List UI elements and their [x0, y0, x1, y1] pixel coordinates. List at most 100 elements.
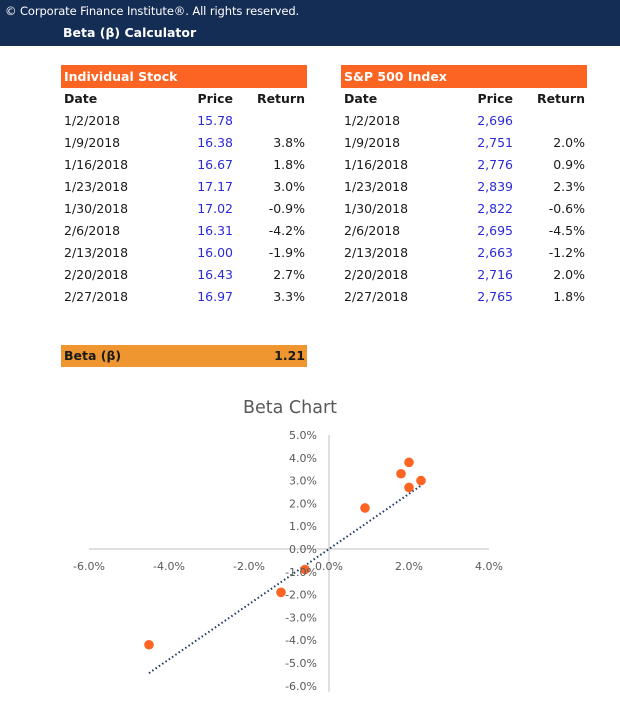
cell-price[interactable]: 2,765	[477, 289, 513, 304]
table-row: 2/6/2018 16.31 -4.2%	[61, 220, 307, 242]
cell-price[interactable]: 2,695	[477, 223, 513, 238]
cell-return[interactable]: 2.7%	[273, 267, 305, 282]
data-point[interactable]	[404, 482, 414, 493]
cell-date[interactable]: 1/2/2018	[64, 113, 121, 128]
cell-return[interactable]: -1.2%	[548, 245, 585, 260]
table-row: 1/30/2018 17.02 -0.9%	[61, 198, 307, 220]
data-point[interactable]	[416, 475, 426, 486]
cell-price[interactable]: 2,716	[477, 267, 513, 282]
cell-date[interactable]: 1/30/2018	[344, 201, 409, 216]
cell-return[interactable]: 0.9%	[553, 157, 585, 172]
cell-return[interactable]: -0.9%	[268, 201, 305, 216]
cell-price[interactable]: 16.43	[197, 267, 233, 282]
svg-text:3.0%: 3.0%	[289, 475, 317, 488]
cell-return[interactable]: 2.3%	[553, 179, 585, 194]
data-point[interactable]	[360, 503, 370, 513]
beta-label: Beta (β)	[64, 348, 122, 363]
column-header-date: Date	[64, 91, 98, 106]
table-row: 2/6/2018 2,695 -4.5%	[341, 220, 587, 242]
cell-return[interactable]: 3.0%	[273, 179, 305, 194]
cell-price[interactable]: 16.31	[197, 223, 233, 238]
cell-date[interactable]: 2/20/2018	[344, 267, 409, 282]
column-header-price: Price	[197, 91, 234, 106]
cell-price[interactable]: 16.67	[197, 157, 233, 172]
cell-date[interactable]: 1/30/2018	[64, 201, 129, 216]
svg-text:-2.0%: -2.0%	[233, 560, 265, 573]
svg-text:4.0%: 4.0%	[289, 452, 317, 465]
cell-price[interactable]: 2,751	[477, 135, 513, 150]
data-points	[144, 457, 426, 650]
cell-price[interactable]: 16.97	[197, 289, 233, 304]
data-point[interactable]	[300, 564, 310, 575]
table-row: 1/23/2018 2,839 2.3%	[341, 176, 587, 198]
beta-value[interactable]: 1.21	[274, 348, 305, 363]
cell-return[interactable]: -4.5%	[548, 223, 585, 238]
cell-return[interactable]: 3.3%	[273, 289, 305, 304]
cell-date[interactable]: 1/16/2018	[344, 157, 409, 172]
cell-date[interactable]: 2/27/2018	[344, 289, 409, 304]
cell-return[interactable]: 2.0%	[553, 267, 585, 282]
svg-text:2.0%: 2.0%	[289, 497, 317, 510]
svg-text:-5.0%: -5.0%	[285, 657, 317, 670]
cell-price[interactable]: 17.02	[197, 201, 233, 216]
cell-price[interactable]: 2,696	[477, 113, 513, 128]
cell-return[interactable]: -0.6%	[548, 201, 585, 216]
cell-date[interactable]: 1/16/2018	[64, 157, 129, 172]
copyright-text: © Corporate Finance Institute®. All righ…	[5, 4, 300, 18]
data-point[interactable]	[144, 639, 154, 650]
column-header-price: Price	[477, 91, 514, 106]
stock-table: Individual Stock Date Price Return 1/2/2…	[61, 65, 307, 308]
stock-table-title: Individual Stock	[61, 65, 307, 88]
cell-date[interactable]: 2/6/2018	[64, 223, 121, 238]
cell-date[interactable]: 2/20/2018	[64, 267, 129, 282]
svg-text:-4.0%: -4.0%	[153, 560, 185, 573]
cell-price[interactable]: 16.38	[197, 135, 233, 150]
table-row: 1/9/2018 16.38 3.8%	[61, 132, 307, 154]
table-row: 1/30/2018 2,822 -0.6%	[341, 198, 587, 220]
cell-price[interactable]: 2,776	[477, 157, 513, 172]
cell-price[interactable]: 17.17	[197, 179, 233, 194]
cell-return[interactable]: -1.9%	[268, 245, 305, 260]
column-header-return: Return	[256, 91, 305, 106]
svg-text:-6.0%: -6.0%	[285, 680, 317, 693]
cell-date[interactable]: 1/23/2018	[344, 179, 409, 194]
table-row: 1/23/2018 17.17 3.0%	[61, 176, 307, 198]
cell-date[interactable]: 1/23/2018	[64, 179, 129, 194]
table-row: 2/20/2018 16.43 2.7%	[61, 264, 307, 286]
cell-price[interactable]: 2,839	[477, 179, 513, 194]
table-row: 2/13/2018 16.00 -1.9%	[61, 242, 307, 264]
svg-text:1.0%: 1.0%	[289, 520, 317, 533]
cell-price[interactable]: 2,822	[477, 201, 513, 216]
chart-axes	[89, 435, 489, 692]
svg-text:4.0%: 4.0%	[475, 560, 503, 573]
table-row: 2/27/2018 2,765 1.8%	[341, 286, 587, 308]
y-axis-tick-labels: 5.0% 4.0% 3.0% 2.0% 1.0% 0.0% -1.0% -2.0% -3.0% -…	[285, 429, 317, 693]
table-row: 1/16/2018 2,776 0.9%	[341, 154, 587, 176]
cell-date[interactable]: 2/13/2018	[64, 245, 129, 260]
svg-text:0.0%: 0.0%	[315, 560, 343, 573]
table-row: 2/20/2018 2,716 2.0%	[341, 264, 587, 286]
cell-return[interactable]: -4.2%	[268, 223, 305, 238]
cell-date[interactable]: 2/6/2018	[344, 223, 401, 238]
cell-date[interactable]: 1/9/2018	[64, 135, 121, 150]
svg-text:-2.0%: -2.0%	[285, 589, 317, 602]
cell-price[interactable]: 15.78	[197, 113, 233, 128]
trendline	[148, 484, 422, 674]
svg-text:0.0%: 0.0%	[289, 543, 317, 556]
cell-date[interactable]: 2/13/2018	[344, 245, 409, 260]
cell-price[interactable]: 2,663	[477, 245, 513, 260]
header-band: © Corporate Finance Institute®. All righ…	[0, 0, 620, 46]
cell-return[interactable]: 3.8%	[273, 135, 305, 150]
cell-date[interactable]: 1/2/2018	[344, 113, 401, 128]
data-point[interactable]	[404, 457, 414, 468]
data-point[interactable]	[276, 587, 286, 598]
cell-date[interactable]: 2/27/2018	[64, 289, 129, 304]
cell-return[interactable]: 1.8%	[553, 289, 585, 304]
data-point[interactable]	[396, 468, 406, 479]
cell-return[interactable]: 2.0%	[553, 135, 585, 150]
cell-return[interactable]: 1.8%	[273, 157, 305, 172]
svg-text:-1.0%: -1.0%	[285, 566, 317, 579]
cell-date[interactable]: 1/9/2018	[344, 135, 401, 150]
cell-price[interactable]: 16.00	[197, 245, 233, 260]
